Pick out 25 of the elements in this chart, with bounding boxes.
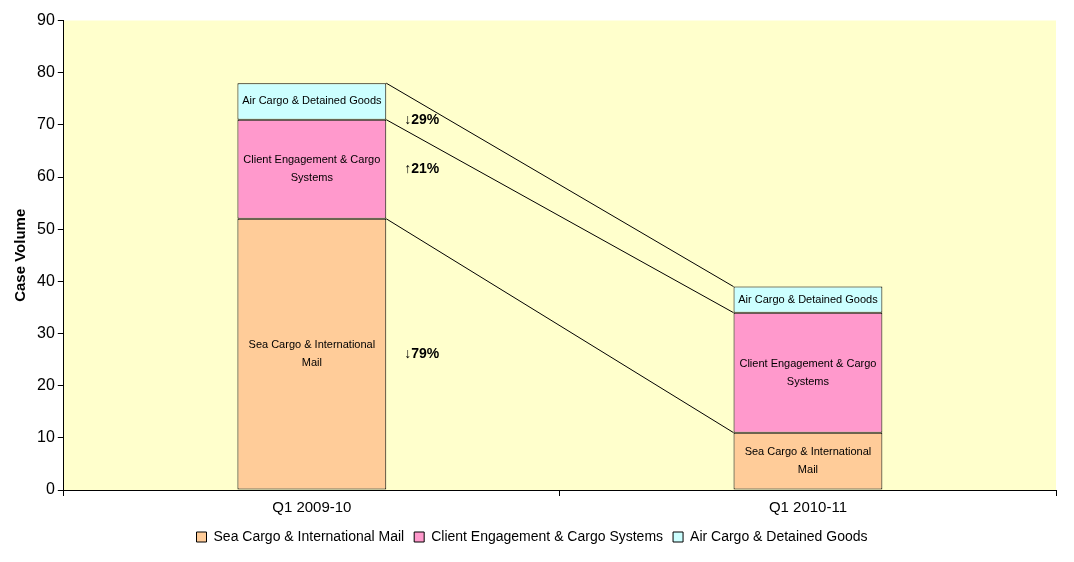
y-tick-label: 40 (37, 271, 55, 289)
y-tick-label: 80 (37, 63, 55, 81)
text: Client Engagement & Cargo Systems (243, 153, 381, 184)
y-tick-label: 20 (37, 376, 55, 394)
x-tick-label: Q1 2009-10 (272, 498, 352, 516)
annotation: ↓79% (404, 345, 440, 361)
text: Air Cargo & Detained Goods (738, 292, 878, 305)
annotation: ↓29% (404, 110, 440, 127)
y-tick-label: 50 (37, 219, 55, 237)
y-axis-title: Case Volume (11, 208, 29, 302)
y-tick-label: 90 (37, 11, 55, 29)
legend-label: Sea Cargo & International Mail (213, 527, 405, 544)
text: Client Engagement & Cargo Systems (739, 356, 877, 387)
text: Sea Cargo & International Mail (744, 445, 872, 476)
annotation: ↑21% (404, 160, 440, 177)
legend-label: Air Cargo & Detained Goods (690, 527, 868, 544)
y-tick-label: 0 (45, 480, 55, 498)
text: Air Cargo & Detained Goods (242, 94, 382, 107)
y-tick-label: 10 (37, 428, 55, 446)
legend-label: Client Engagement & Cargo Systems (431, 527, 664, 544)
y-tick-label: 30 (37, 323, 55, 341)
y-tick-label: 60 (37, 167, 55, 185)
text: Sea Cargo & International Mail (248, 338, 376, 369)
y-tick-label: 70 (37, 115, 55, 133)
x-tick-label: Q1 2010-11 (768, 498, 848, 516)
